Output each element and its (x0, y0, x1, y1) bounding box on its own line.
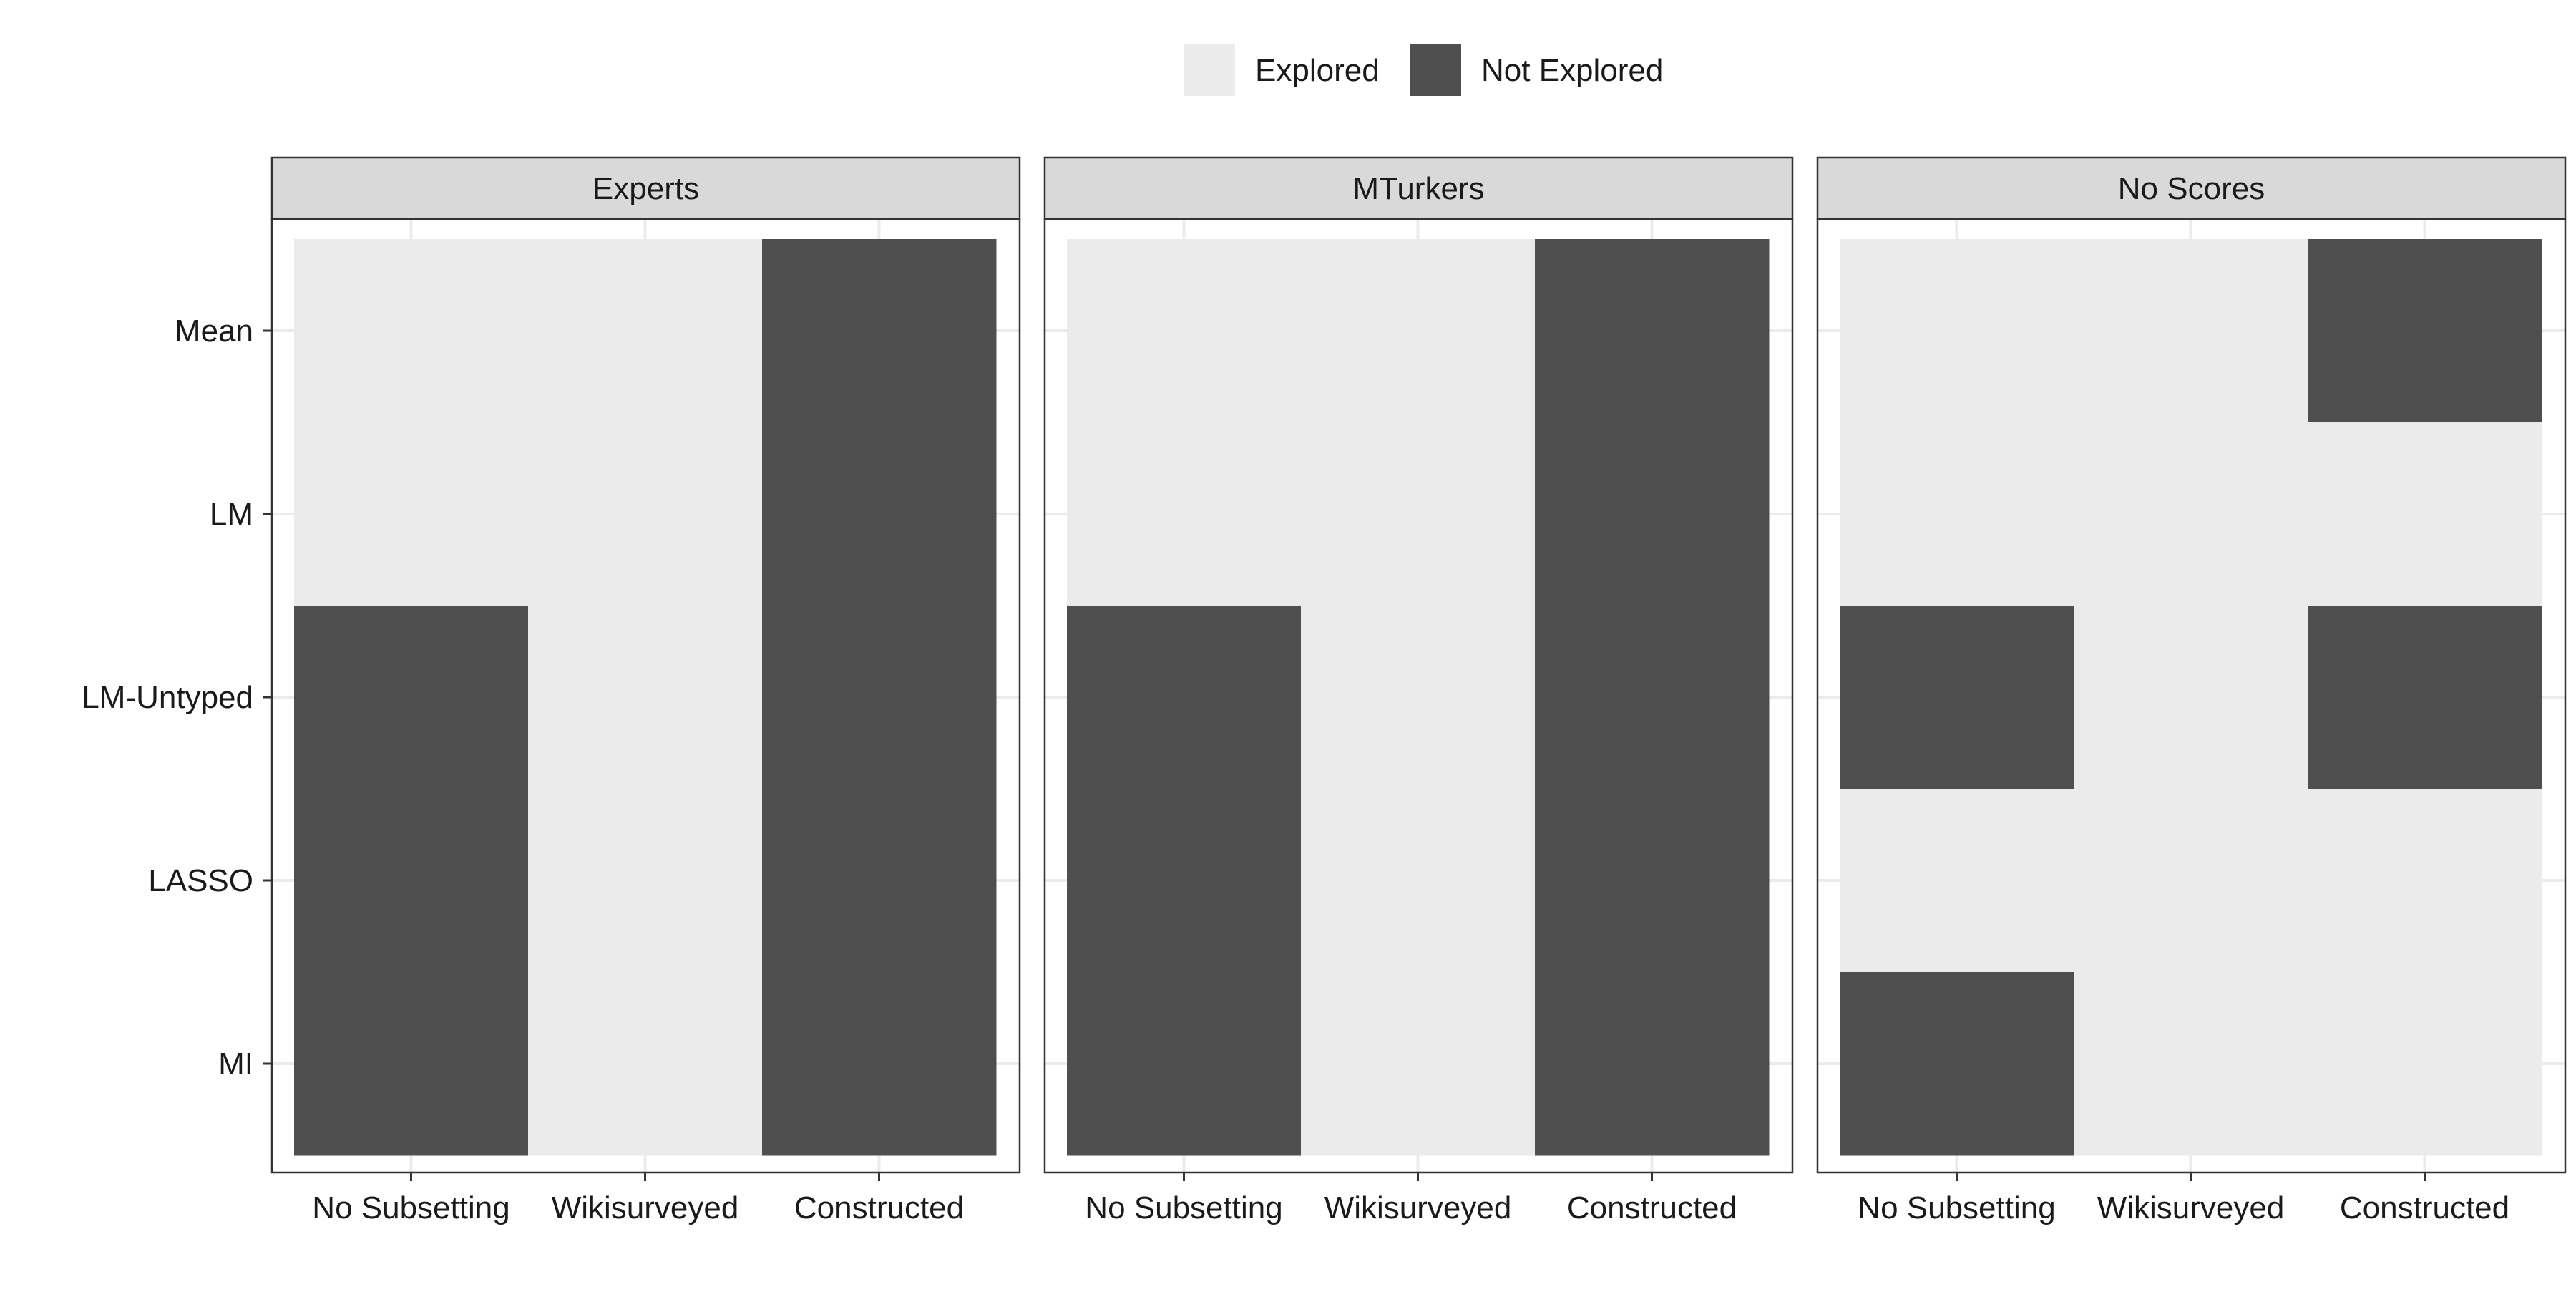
tile-lasso-constructed (1535, 789, 1770, 973)
tile-lasso-constructed (762, 789, 997, 973)
tile-lm-no-subsetting (294, 422, 529, 606)
tile-lm-untyped-no-subsetting (294, 606, 529, 790)
tile-lm-no-subsetting (1067, 422, 1302, 606)
x-tick-label: Constructed (794, 1190, 964, 1225)
facet-strip (1043, 156, 1794, 220)
x-tick-label: Constructed (2340, 1190, 2509, 1225)
x-tick-label: No Subsetting (1085, 1190, 1282, 1225)
tile-mi-wikisurveyed (2074, 972, 2308, 1156)
tile-lasso-no-subsetting (294, 789, 529, 973)
tile-mean-no-subsetting (294, 239, 529, 423)
tile-mean-constructed (2308, 239, 2542, 423)
y-tick-label: LM-Untyped (82, 680, 253, 715)
y-tick-label: MI (218, 1046, 253, 1082)
tile-lasso-wikisurveyed (528, 789, 763, 973)
tile-lm-untyped-wikisurveyed (2074, 606, 2308, 790)
x-tick-label: Constructed (1567, 1190, 1737, 1225)
facet-title: MTurkers (1352, 171, 1484, 206)
tile-mi-constructed (762, 972, 997, 1156)
tile-lm-untyped-no-subsetting (1067, 606, 1302, 790)
facet-strip (270, 156, 1021, 220)
tile-lasso-no-subsetting (1067, 789, 1302, 973)
tile-lasso-wikisurveyed (1301, 789, 1536, 973)
facet-title: No Scores (2118, 171, 2265, 206)
tile-lm-constructed (1535, 422, 1770, 606)
tile-lm-untyped-no-subsetting (1840, 606, 2074, 790)
y-tick-label: LASSO (148, 863, 253, 898)
x-tick-label: Wikisurveyed (1324, 1190, 1512, 1225)
facet-strip (1816, 156, 2567, 220)
x-tick-label: Wikisurveyed (552, 1190, 739, 1225)
tile-mean-no-subsetting (1840, 239, 2074, 423)
tile-mi-no-subsetting (1067, 972, 1302, 1156)
tile-mi-constructed (1535, 972, 1770, 1156)
y-tick-label: LM (210, 497, 253, 532)
tile-lasso-wikisurveyed (2074, 789, 2308, 973)
tile-mi-no-subsetting (1840, 972, 2074, 1156)
tile-mean-wikisurveyed (2074, 239, 2308, 423)
facet-title: Experts (592, 171, 699, 206)
x-tick-label: Wikisurveyed (2097, 1190, 2285, 1225)
tile-lm-untyped-constructed (762, 606, 997, 790)
tile-lm-untyped-constructed (2308, 606, 2542, 790)
tile-lm-untyped-wikisurveyed (1301, 606, 1536, 790)
tile-mean-no-subsetting (1067, 239, 1302, 423)
legend-key-2 (1410, 44, 1461, 96)
tile-lasso-no-subsetting (1840, 789, 2074, 973)
legend-label: Not Explored (1481, 53, 1663, 88)
legend-key-1 (1184, 44, 1235, 96)
tile-mean-constructed (762, 239, 997, 423)
legend-label: Explored (1255, 53, 1380, 88)
tile-lm-constructed (762, 422, 997, 606)
tile-lm-wikisurveyed (2074, 422, 2308, 606)
tile-mean-wikisurveyed (528, 239, 763, 423)
tile-mean-constructed (1535, 239, 1770, 423)
tile-lm-wikisurveyed (1301, 422, 1536, 606)
y-tick-label: Mean (175, 314, 253, 349)
x-tick-label: No Subsetting (1858, 1190, 2055, 1225)
tile-lm-constructed (2308, 422, 2542, 606)
tile-lm-untyped-constructed (1535, 606, 1770, 790)
tile-mi-wikisurveyed (1301, 972, 1536, 1156)
x-tick-label: No Subsetting (312, 1190, 509, 1225)
tile-lm-untyped-wikisurveyed (528, 606, 763, 790)
tile-mi-constructed (2308, 972, 2542, 1156)
tile-lm-wikisurveyed (528, 422, 763, 606)
tile-mean-wikisurveyed (1301, 239, 1536, 423)
tile-lasso-constructed (2308, 789, 2542, 973)
tile-lm-no-subsetting (1840, 422, 2074, 606)
tile-mi-wikisurveyed (528, 972, 763, 1156)
tile-mi-no-subsetting (294, 972, 529, 1156)
